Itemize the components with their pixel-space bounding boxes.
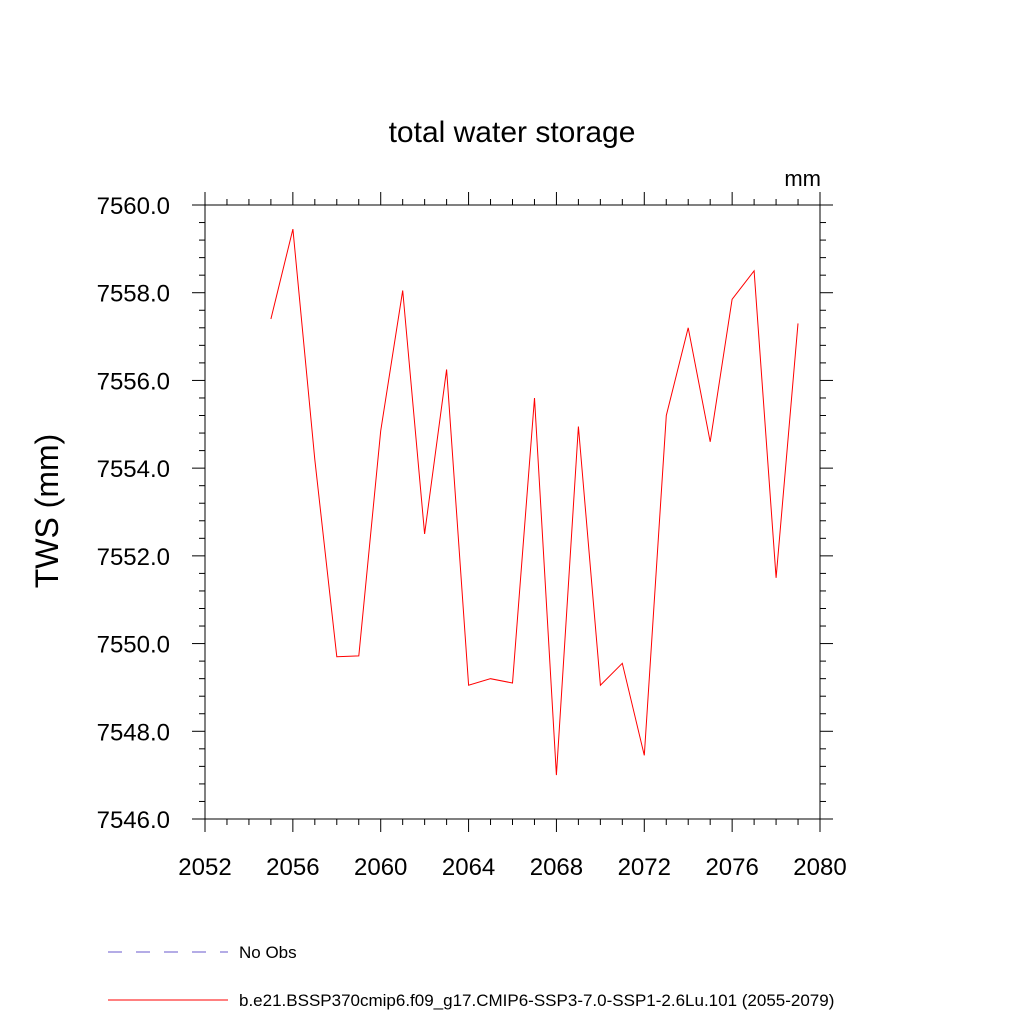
legend-label-model-run: b.e21.BSSP370cmip6.f09_g17.CMIP6-SSP3-7.…: [239, 991, 834, 1010]
y-tick-label: 7552.0: [97, 544, 170, 571]
x-tick-label: 2056: [266, 854, 319, 881]
x-tick-label: 2064: [442, 854, 495, 881]
series-line: [270, 228, 799, 776]
y-axis-label: TWS (mm): [29, 434, 65, 589]
chart-title: total water storage: [389, 116, 636, 149]
y-tick-label: 7556.0: [97, 368, 170, 395]
y-tick-label: 7546.0: [97, 807, 170, 834]
x-tick-label: 2072: [618, 854, 671, 881]
y-tick-label: 7550.0: [97, 632, 170, 659]
x-tick-label: 2068: [530, 854, 583, 881]
y-tick-label: 7548.0: [97, 719, 170, 746]
units-label: mm: [784, 166, 821, 191]
y-tick-label: 7558.0: [97, 281, 170, 308]
series-layer: [270, 228, 799, 776]
x-tick-label: 2076: [705, 854, 758, 881]
plot-frame: [204, 204, 821, 820]
axis-ticks: 2052 2056 2060 2064 2068 2072 2076 2080 7546.0 75…: [97, 192, 847, 881]
x-tick-label: 2060: [354, 854, 407, 881]
x-tick-label: 2052: [178, 854, 231, 881]
y-tick-label: 7554.0: [97, 456, 170, 483]
legend: No Obs b.e21.BSSP370cmip6.f09_g17.CMIP6-…: [108, 943, 834, 1010]
legend-label-no-obs: No Obs: [239, 943, 297, 962]
x-tick-label: 2080: [793, 854, 846, 881]
y-tick-label: 7560.0: [97, 193, 170, 220]
